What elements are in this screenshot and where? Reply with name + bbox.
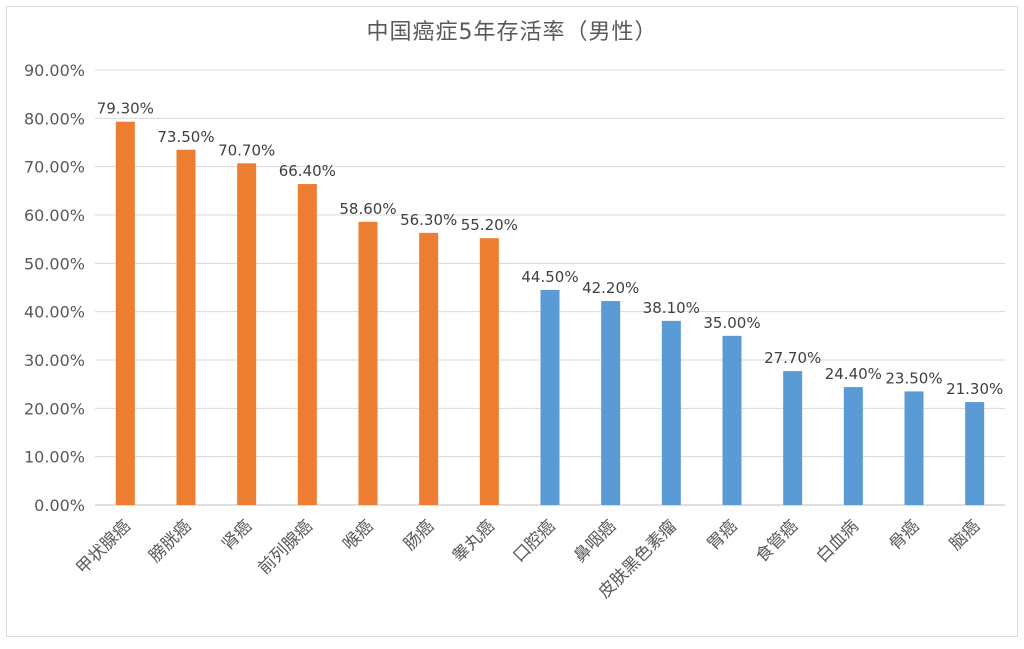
bar xyxy=(843,387,863,505)
data-label: 73.50% xyxy=(157,128,214,146)
bar xyxy=(722,335,742,505)
x-tick-label: 前列腺癌 xyxy=(255,516,317,578)
chart-title: 中国癌症5年存活率（男性） xyxy=(366,20,658,45)
y-tick-label: 50.00% xyxy=(24,254,85,273)
x-tick-label: 骨癌 xyxy=(885,516,923,554)
y-tick-label: 90.00% xyxy=(24,61,85,80)
bar xyxy=(540,289,560,505)
data-label: 55.20% xyxy=(461,216,518,234)
data-label: 21.30% xyxy=(946,380,1003,398)
x-tick-label: 膀胱癌 xyxy=(145,516,195,566)
data-label: 38.10% xyxy=(643,299,700,317)
y-tick-label: 70.00% xyxy=(24,158,85,177)
x-tick-label: 肾癌 xyxy=(218,516,256,554)
x-tick-label: 食管癌 xyxy=(752,516,802,566)
data-label: 56.30% xyxy=(400,211,457,229)
bar xyxy=(904,391,924,505)
x-tick-label: 白血病 xyxy=(813,516,863,566)
y-tick-label: 40.00% xyxy=(24,303,85,322)
bar xyxy=(358,221,378,505)
bar xyxy=(176,149,196,505)
x-tick-label: 口腔癌 xyxy=(509,516,559,566)
bar xyxy=(479,238,499,505)
bar xyxy=(115,121,135,505)
data-label: 70.70% xyxy=(218,141,275,159)
x-tick-label: 胃癌 xyxy=(703,516,741,554)
x-tick-label: 鼻咽癌 xyxy=(570,516,620,566)
x-tick-label: 肠癌 xyxy=(400,516,438,554)
y-tick-label: 60.00% xyxy=(24,206,85,225)
data-label: 27.70% xyxy=(764,349,821,367)
data-label: 42.20% xyxy=(582,279,639,297)
bar xyxy=(297,184,317,506)
data-label: 24.40% xyxy=(825,365,882,383)
x-tick-label: 脑癌 xyxy=(946,516,984,554)
data-label: 58.60% xyxy=(339,200,396,218)
y-tick-label: 20.00% xyxy=(24,399,85,418)
bar xyxy=(965,402,985,505)
y-tick-label: 80.00% xyxy=(24,109,85,128)
x-tick-label: 喉癌 xyxy=(339,516,377,554)
chart-frame xyxy=(6,6,1018,637)
data-label: 35.00% xyxy=(703,314,760,332)
y-tick-label: 30.00% xyxy=(24,351,85,370)
bar xyxy=(783,371,803,505)
bar xyxy=(237,163,257,506)
data-label: 66.40% xyxy=(279,162,336,180)
bar xyxy=(661,320,681,505)
x-tick-label: 睾丸癌 xyxy=(449,516,499,566)
y-tick-label: 0.00% xyxy=(34,496,85,515)
data-label: 23.50% xyxy=(885,369,942,387)
data-label: 79.30% xyxy=(97,100,154,118)
bar xyxy=(601,301,621,505)
bar xyxy=(419,232,439,505)
x-tick-label: 甲状腺癌 xyxy=(73,516,135,578)
data-label: 44.50% xyxy=(521,268,578,286)
y-tick-label: 10.00% xyxy=(24,448,85,467)
